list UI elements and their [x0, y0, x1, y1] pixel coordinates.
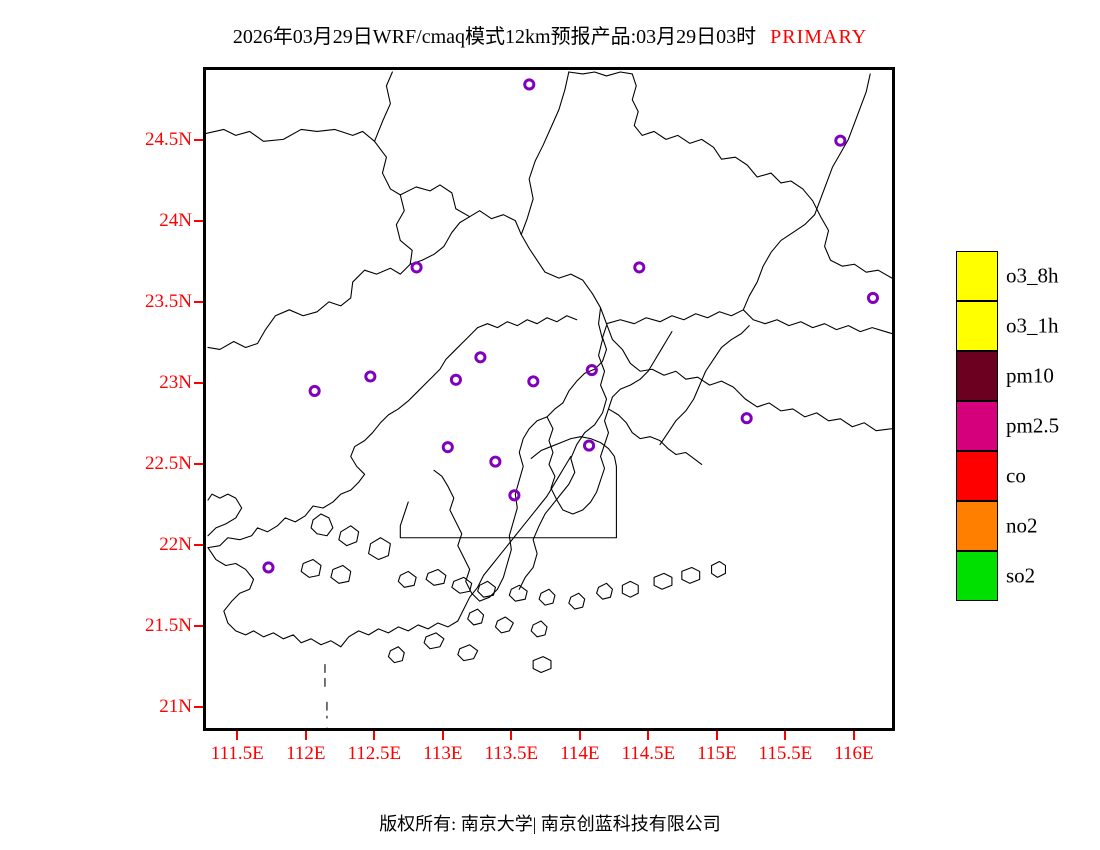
- station-marker[interactable]: [489, 455, 502, 468]
- legend-color-swatch: [956, 301, 998, 351]
- station-marker[interactable]: [523, 78, 536, 91]
- y-axis-tick-label: 21N: [159, 695, 192, 717]
- x-axis-tick-label: 113E: [423, 743, 463, 764]
- legend-label: o3_8h: [1006, 263, 1059, 288]
- title-primary-tag: PRIMARY: [770, 26, 868, 48]
- station-marker[interactable]: [583, 439, 596, 452]
- x-axis-tick-mark: [715, 731, 718, 740]
- y-axis-tick-label: 21.5N: [145, 614, 192, 636]
- station-marker[interactable]: [527, 375, 540, 388]
- map-plot-area[interactable]: [203, 67, 895, 731]
- y-axis-tick-label: 23N: [159, 371, 192, 393]
- x-axis-tick-label: 112.5E: [347, 743, 402, 764]
- station-marker[interactable]: [740, 412, 753, 425]
- map-svg: [206, 71, 892, 728]
- x-axis-tick-label: 113.5E: [484, 743, 539, 764]
- legend-color-swatch: [956, 401, 998, 451]
- x-axis-tick-label: 115E: [697, 743, 737, 764]
- y-axis-tick-label: 23.5N: [145, 290, 192, 312]
- legend-label: no2: [1006, 513, 1038, 538]
- legend-label: co: [1006, 463, 1026, 488]
- x-axis-tick-mark: [647, 731, 650, 740]
- y-axis-tick-label: 24.5N: [145, 128, 192, 150]
- station-marker[interactable]: [308, 384, 321, 398]
- y-axis-tick-mark: [194, 543, 203, 546]
- station-marker[interactable]: [449, 373, 462, 386]
- legend-label: pm10: [1006, 363, 1054, 388]
- legend-color-swatch: [956, 551, 998, 601]
- coastline-layer: [206, 71, 892, 728]
- station-marker[interactable]: [441, 441, 454, 454]
- x-axis-tick-mark: [304, 731, 307, 740]
- legend-label: o3_1h: [1006, 313, 1059, 338]
- station-marker[interactable]: [633, 261, 646, 274]
- legend-color-swatch: [956, 501, 998, 551]
- y-axis-tick-label: 22N: [159, 533, 192, 555]
- y-axis-tick-mark: [194, 300, 203, 303]
- station-marker[interactable]: [364, 370, 377, 383]
- station-marker[interactable]: [834, 134, 847, 147]
- x-axis-tick-label: 114.5E: [621, 743, 676, 764]
- x-axis-tick-mark: [441, 731, 444, 740]
- x-axis-tick-mark: [236, 731, 239, 740]
- station-marker[interactable]: [508, 489, 521, 502]
- x-axis-tick-mark: [578, 731, 581, 740]
- y-axis-tick-mark: [194, 462, 203, 465]
- y-axis-tick-mark: [194, 705, 203, 708]
- legend-label: so2: [1006, 563, 1036, 588]
- x-axis-tick-mark: [373, 731, 376, 740]
- station-marker[interactable]: [474, 351, 487, 364]
- legend-label: pm2.5: [1006, 413, 1060, 438]
- station-marker[interactable]: [410, 261, 423, 274]
- x-axis-tick-label: 114E: [560, 743, 600, 764]
- station-marker[interactable]: [866, 291, 880, 304]
- station-marker[interactable]: [262, 561, 275, 574]
- legend-color-swatch: [956, 251, 998, 301]
- title-main-text: 2026年03月29日WRF/cmaq模式12km预报产品:03月29日03时: [232, 26, 757, 48]
- station-marker[interactable]: [585, 364, 598, 377]
- x-axis-tick-label: 111.5E: [210, 743, 264, 764]
- y-axis-tick-label: 22.5N: [145, 452, 192, 474]
- y-axis-tick-mark: [194, 381, 203, 384]
- y-axis-tick-mark: [194, 624, 203, 627]
- x-axis-tick-mark: [852, 731, 855, 740]
- x-axis-tick-mark: [784, 731, 787, 740]
- legend-color-swatch: [956, 451, 998, 501]
- y-axis-tick-mark: [194, 219, 203, 222]
- y-axis-tick-label: 24N: [159, 209, 192, 231]
- x-axis-tick-mark: [510, 731, 513, 740]
- station-marker-layer: [262, 78, 880, 574]
- x-axis-tick-label: 112E: [286, 743, 326, 764]
- x-axis-tick-label: 116E: [834, 743, 874, 764]
- chart-title: 2026年03月29日WRF/cmaq模式12km预报产品:03月29日03时 P…: [0, 20, 1100, 49]
- legend-color-swatch: [956, 351, 998, 401]
- x-axis-tick-label: 115.5E: [758, 743, 813, 764]
- copyright-footer: 版权所有: 南京大学| 南京创蓝科技有限公司: [379, 814, 721, 834]
- y-axis-tick-mark: [194, 138, 203, 141]
